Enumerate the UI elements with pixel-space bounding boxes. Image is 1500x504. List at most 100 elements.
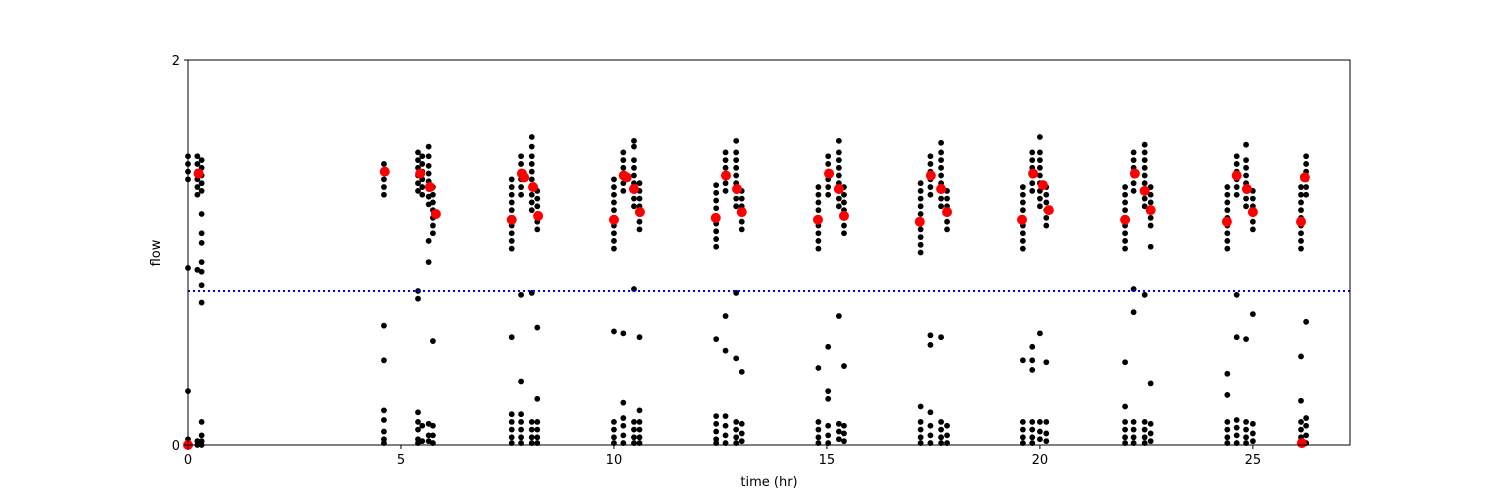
raw-point	[518, 434, 524, 441]
raw-point	[620, 157, 627, 164]
raw-point	[1141, 141, 1148, 148]
mean-point	[1296, 216, 1307, 227]
mean-point	[1296, 438, 1307, 449]
raw-point	[1224, 191, 1231, 198]
mean-point	[1145, 205, 1156, 216]
raw-point	[835, 157, 842, 164]
raw-point	[1233, 161, 1240, 167]
raw-point	[1122, 207, 1128, 214]
raw-point	[1019, 184, 1026, 190]
raw-point	[938, 203, 944, 210]
raw-point	[1298, 199, 1304, 206]
mean-point	[838, 210, 849, 221]
raw-point	[611, 184, 617, 190]
raw-point	[722, 432, 729, 439]
raw-point	[1130, 434, 1137, 441]
raw-point	[738, 438, 745, 445]
raw-point	[1303, 422, 1310, 429]
raw-point	[415, 419, 421, 425]
raw-point	[927, 432, 934, 439]
raw-point	[198, 432, 205, 439]
raw-point	[841, 199, 847, 206]
raw-point	[815, 199, 822, 206]
raw-point	[508, 230, 515, 237]
raw-point	[198, 211, 205, 217]
raw-point	[825, 395, 832, 402]
raw-point	[841, 363, 847, 369]
raw-point	[938, 334, 944, 341]
raw-point	[1303, 161, 1310, 167]
raw-point	[534, 426, 541, 433]
raw-point	[611, 191, 617, 198]
mean-point	[528, 182, 539, 193]
raw-point	[738, 195, 745, 202]
raw-point	[611, 434, 617, 441]
raw-point	[631, 434, 637, 441]
raw-point	[1233, 424, 1240, 431]
raw-point	[1130, 149, 1137, 156]
raw-point	[1249, 420, 1256, 427]
raw-point	[430, 230, 436, 237]
raw-point	[1037, 330, 1043, 337]
raw-point	[1147, 214, 1154, 221]
raw-point	[713, 428, 720, 435]
raw-point	[1233, 291, 1240, 298]
raw-point	[944, 226, 950, 233]
raw-point	[198, 419, 205, 425]
raw-point	[1233, 417, 1240, 423]
raw-point	[1233, 184, 1240, 190]
raw-point	[927, 191, 934, 198]
raw-point	[194, 191, 201, 198]
raw-point	[927, 153, 934, 160]
raw-point	[1147, 430, 1154, 437]
raw-point	[198, 180, 205, 187]
raw-point	[620, 164, 627, 171]
raw-point	[636, 180, 643, 187]
raw-point	[528, 161, 535, 167]
raw-point	[1122, 199, 1128, 206]
raw-point	[381, 417, 387, 423]
raw-point	[1122, 184, 1128, 190]
raw-point	[518, 378, 524, 385]
mean-point	[193, 168, 204, 179]
raw-point	[1147, 243, 1154, 250]
raw-point	[518, 419, 524, 425]
raw-point	[1029, 434, 1036, 441]
raw-point	[1019, 238, 1026, 244]
raw-point	[636, 419, 643, 425]
axis-ticks: 0 5 10 15 20 25 0 2	[172, 54, 1261, 468]
raw-point	[1243, 141, 1249, 148]
x-tick-label: 15	[819, 453, 836, 468]
raw-point	[194, 184, 201, 190]
raw-point	[1233, 334, 1240, 341]
raw-point	[1233, 153, 1240, 160]
raw-point	[1037, 164, 1043, 171]
raw-point	[938, 139, 944, 146]
raw-point	[1249, 311, 1256, 317]
raw-point	[528, 199, 535, 206]
x-tick-label: 25	[1245, 453, 1262, 468]
raw-point	[631, 419, 637, 425]
raw-point	[825, 161, 832, 167]
raw-point	[1029, 343, 1036, 350]
raw-point	[1249, 218, 1256, 225]
raw-point	[733, 426, 740, 433]
raw-point	[841, 430, 847, 437]
raw-point	[636, 218, 643, 225]
raw-point	[518, 161, 524, 167]
raw-point	[198, 157, 205, 164]
raw-point	[1141, 180, 1148, 187]
raw-point	[528, 134, 535, 140]
raw-point	[425, 432, 432, 439]
raw-point	[1147, 191, 1154, 198]
y-axis-label: flow	[149, 239, 164, 266]
raw-point	[1303, 432, 1310, 439]
raw-point	[738, 430, 745, 437]
raw-point	[917, 180, 924, 187]
raw-point	[1029, 180, 1036, 187]
raw-point	[815, 426, 822, 433]
raw-point	[825, 422, 832, 429]
raw-point	[508, 176, 515, 183]
raw-point	[944, 218, 950, 225]
x-tick-label: 5	[397, 453, 405, 468]
